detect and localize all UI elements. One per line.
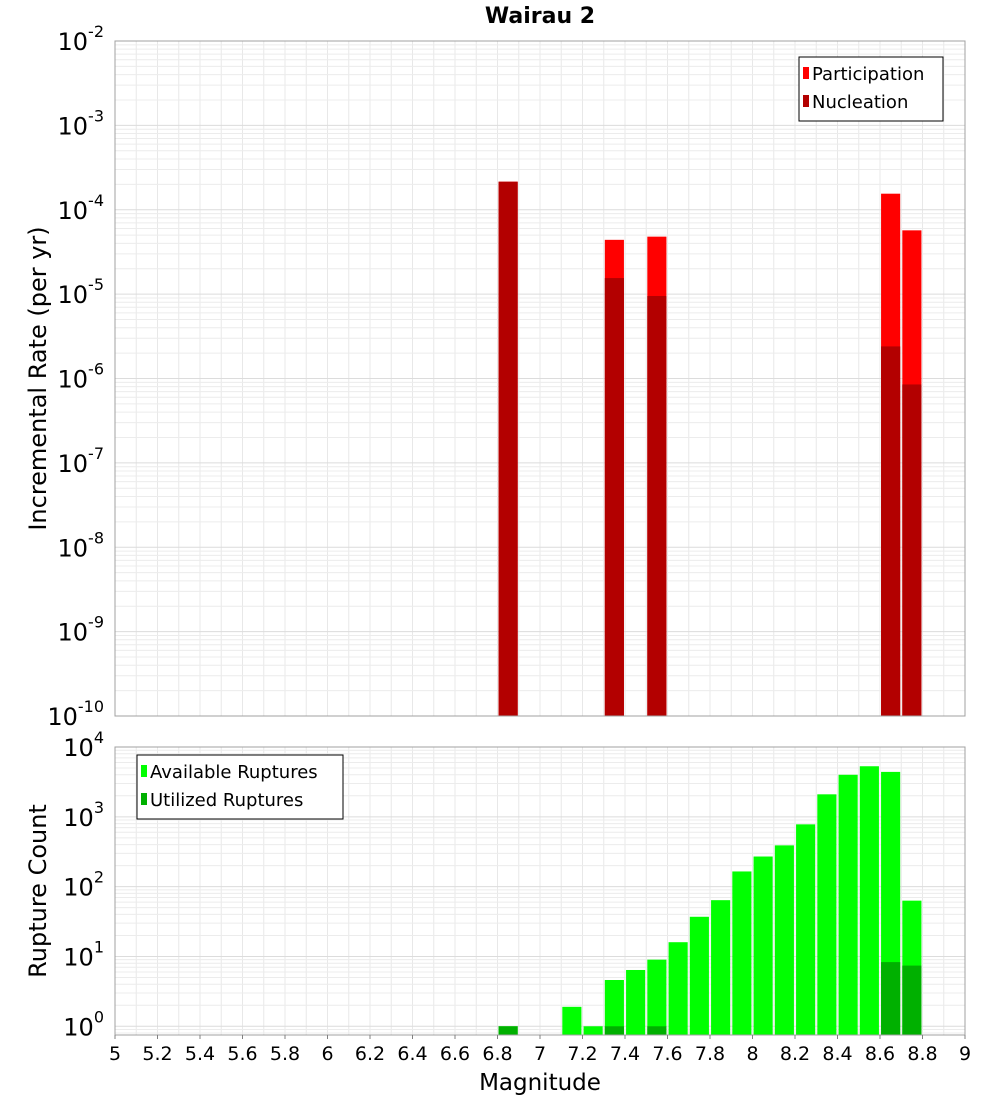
- bar-available-ruptures: [753, 856, 773, 1035]
- legend-label: Participation: [812, 64, 924, 85]
- bar-available-ruptures: [817, 794, 837, 1035]
- x-tick-label: 5.6: [227, 1043, 257, 1065]
- legend: Participation Nucleation: [798, 56, 944, 122]
- bar-available-ruptures: [668, 942, 688, 1035]
- y-tick-label: 104: [63, 728, 104, 762]
- bar-available-ruptures: [838, 774, 858, 1035]
- legend-label: Nucleation: [812, 92, 908, 113]
- legend-swatch: [803, 95, 809, 107]
- bar-available-ruptures: [796, 824, 816, 1035]
- y-tick-label: 100: [63, 1007, 104, 1041]
- legend-swatch: [141, 793, 147, 805]
- x-tick-label: 5.2: [142, 1043, 172, 1065]
- chart-panel-1: 104 103 102 101 100 Rupture Count 5 5.2 5.4 5.6 5.…: [24, 728, 971, 1096]
- x-tick-label: 8.8: [907, 1043, 937, 1065]
- chart-panel-0: 10-2 10-3 10-4 10-5 10-6 10-7 10-8 10-9 10-10 Inc…: [24, 4, 966, 731]
- x-tick-label: 6.6: [440, 1043, 470, 1065]
- x-tick-label: 7.6: [652, 1043, 682, 1065]
- bar-utilized-ruptures: [604, 1026, 624, 1035]
- y-tick-label: 10-3: [58, 106, 105, 140]
- bar-utilized-ruptures: [647, 1026, 667, 1035]
- bar-utilized-ruptures: [498, 1026, 518, 1035]
- x-tick-label: 8.6: [865, 1043, 895, 1065]
- bar-available-ruptures: [732, 871, 752, 1035]
- y-tick-label: 10-2: [58, 22, 105, 56]
- y-tick-label: 10-10: [47, 697, 104, 731]
- x-tick-label: 6.8: [482, 1043, 512, 1065]
- bar-nucleation: [902, 384, 922, 716]
- x-tick-label: 5.8: [270, 1043, 300, 1065]
- y-tick-label: 102: [63, 868, 104, 902]
- legend: Available Ruptures Utilized Ruptures: [136, 754, 344, 820]
- x-tick-label: 6.4: [397, 1043, 427, 1065]
- bar-available-ruptures: [626, 969, 646, 1035]
- x-tick-label: 7.8: [695, 1043, 725, 1065]
- bar-utilized-ruptures: [881, 962, 901, 1035]
- x-axis-label: Magnitude: [479, 1070, 601, 1096]
- bar-available-ruptures: [689, 916, 709, 1035]
- bar-nucleation: [498, 181, 518, 716]
- bar-available-ruptures: [774, 845, 794, 1035]
- x-tick-label: 7: [534, 1043, 546, 1065]
- x-tick-label: 6: [321, 1043, 333, 1065]
- y-tick-label: 10-8: [58, 528, 105, 562]
- y-tick-label: 10-4: [58, 191, 105, 225]
- y-tick-label: 10-7: [58, 444, 105, 478]
- legend-swatch: [141, 765, 147, 777]
- bar-utilized-ruptures: [902, 965, 922, 1035]
- bar-available-ruptures: [562, 1006, 582, 1035]
- plot-border: [114, 40, 966, 717]
- legend-swatch: [803, 67, 809, 79]
- y-tick-label: 10-6: [58, 360, 105, 394]
- x-tick-label: 8.4: [822, 1043, 852, 1065]
- y-axis-label: Incremental Rate (per yr): [24, 226, 52, 530]
- bar-available-ruptures: [647, 959, 667, 1035]
- bar-nucleation: [881, 346, 901, 716]
- legend-label: Available Ruptures: [150, 762, 318, 783]
- y-tick-label: 10-5: [58, 275, 105, 309]
- x-tick-label: 9: [959, 1043, 971, 1065]
- bar-available-ruptures: [583, 1026, 603, 1035]
- legend-box: [136, 754, 344, 820]
- y-tick-label: 10-9: [58, 613, 105, 647]
- chart-title: Wairau 2: [485, 4, 595, 29]
- x-tick-label: 5: [109, 1043, 121, 1065]
- bar-nucleation: [647, 296, 667, 716]
- bar-available-ruptures: [604, 980, 624, 1035]
- bar-available-ruptures: [711, 900, 731, 1035]
- bar-nucleation: [604, 278, 624, 716]
- y-axis-label: Rupture Count: [24, 804, 52, 978]
- x-tick-label: 7.2: [567, 1043, 597, 1065]
- x-tick-label: 7.4: [610, 1043, 640, 1065]
- x-tick-label: 6.2: [355, 1043, 385, 1065]
- x-tick-label: 8.2: [780, 1043, 810, 1065]
- legend-label: Utilized Ruptures: [150, 790, 303, 811]
- y-tick-label: 101: [63, 937, 104, 971]
- y-tick-label: 103: [63, 798, 104, 832]
- bar-available-ruptures: [859, 766, 879, 1035]
- x-tick-label: 8: [746, 1043, 758, 1065]
- legend-box: [798, 56, 944, 122]
- x-tick-label: 5.4: [185, 1043, 215, 1065]
